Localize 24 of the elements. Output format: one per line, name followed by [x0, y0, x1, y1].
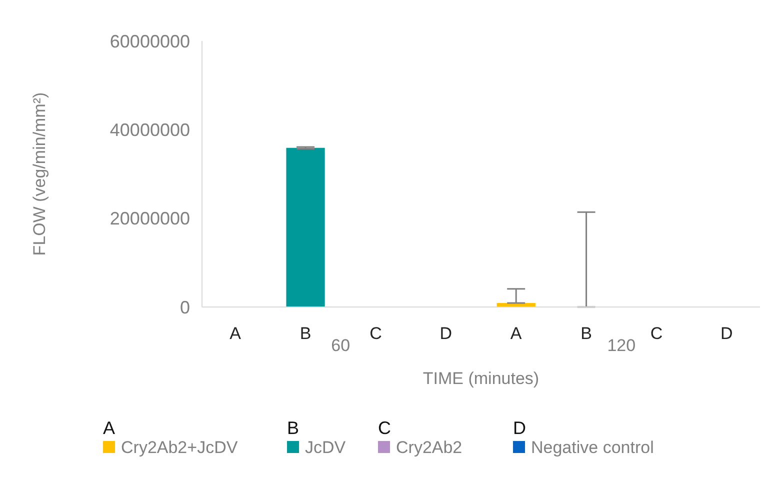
- x-tick-label: D: [720, 324, 733, 343]
- x-tick-label: A: [510, 324, 522, 343]
- x-tick-label: D: [440, 324, 452, 343]
- legend-label: JcDV: [305, 438, 346, 457]
- x-tick-label: C: [370, 324, 382, 343]
- text: A: [103, 418, 116, 438]
- legend-label: Cry2Ab2+JcDV: [121, 438, 238, 457]
- y-axis-title: FLOW (veg/min/mm²): [30, 92, 49, 256]
- x-tick-label: C: [650, 324, 663, 343]
- legend-label: Negative control: [531, 438, 654, 457]
- text: 120: [607, 336, 636, 355]
- y-tick-label: 0: [180, 297, 190, 318]
- text: B: [287, 418, 300, 438]
- x-tick-label: B: [580, 324, 592, 343]
- x-tick-label: A: [230, 324, 242, 343]
- text: 60: [331, 336, 350, 355]
- y-tick-label: 40000000: [110, 120, 190, 140]
- x-tick-label: B: [300, 324, 312, 343]
- text: C: [378, 418, 391, 438]
- y-tick-label: 20000000: [110, 208, 190, 229]
- legend-label: Cry2Ab2: [396, 438, 462, 457]
- x-axis-title: TIME (minutes): [422, 369, 540, 388]
- text: D: [513, 418, 526, 438]
- y-tick-label: 60000000: [110, 31, 190, 52]
